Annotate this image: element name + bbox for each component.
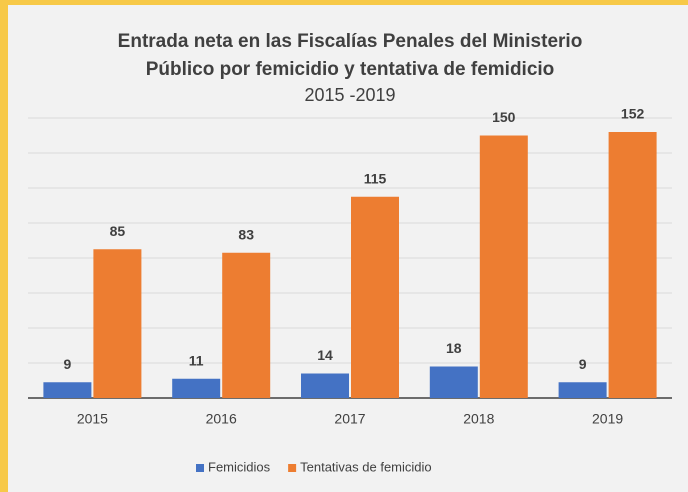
x-tick-label: 2019 — [592, 411, 623, 427]
data-label: 18 — [446, 340, 462, 356]
legend-label: Tentativas de femicidio — [300, 459, 432, 474]
bar — [43, 382, 92, 398]
bar — [351, 196, 399, 398]
x-tick-label: 2015 — [77, 411, 108, 427]
data-label: 14 — [317, 347, 333, 363]
legend-swatch — [288, 464, 297, 472]
chart-title: Público por femicidio y tentativa de fem… — [146, 59, 555, 80]
x-tick-label: 2018 — [463, 411, 494, 427]
bar — [93, 249, 142, 398]
bar — [172, 378, 221, 398]
chart-title: Entrada neta en las Fiscalías Penales de… — [118, 31, 583, 52]
data-label: 115 — [364, 170, 387, 186]
data-label: 11 — [189, 352, 204, 368]
data-label: 85 — [110, 223, 126, 239]
data-label: 152 — [621, 106, 645, 122]
bar — [479, 135, 528, 398]
bar — [429, 366, 478, 398]
legend-swatch — [196, 464, 204, 472]
data-label: 83 — [238, 226, 254, 242]
data-label: 150 — [492, 109, 516, 125]
data-label: 9 — [64, 356, 72, 372]
x-tick-label: 2016 — [206, 411, 237, 427]
chart-subtitle: 2015 -2019 — [304, 85, 395, 105]
bar — [301, 373, 349, 398]
data-label: 9 — [579, 356, 587, 372]
bar — [608, 132, 657, 398]
legend-label: Femicidios — [208, 459, 271, 474]
bar — [222, 252, 271, 398]
x-tick-label: 2017 — [334, 411, 365, 427]
chart-area — [8, 5, 688, 492]
bar — [558, 382, 607, 398]
